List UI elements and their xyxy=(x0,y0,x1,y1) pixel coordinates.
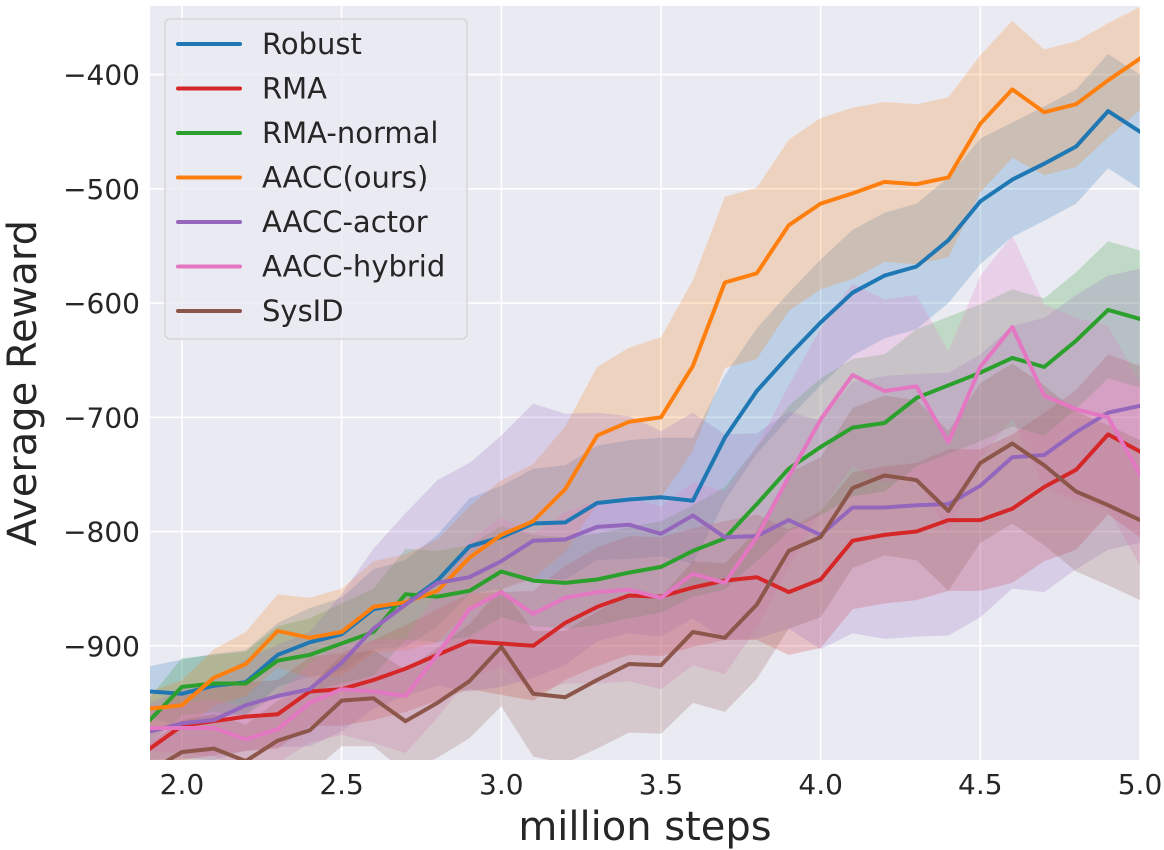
y-tick-label: −600 xyxy=(63,287,140,320)
legend-label: RMA xyxy=(262,72,327,106)
legend-label: Robust xyxy=(262,27,362,61)
y-tick-label: −700 xyxy=(63,401,140,434)
legend-label: SysID xyxy=(262,294,344,328)
line-rma xyxy=(150,432,1140,751)
line-aacc-ours xyxy=(150,56,1140,711)
series-lines xyxy=(150,56,1140,760)
legend-label: RMA-normal xyxy=(262,116,438,150)
band-rma-normal xyxy=(150,241,1140,743)
y-tick-label: −400 xyxy=(63,59,140,92)
line-aacc-hybrid xyxy=(150,325,1140,742)
band-aacc-ours xyxy=(150,7,1140,731)
band-aacc-hybrid xyxy=(150,235,1140,760)
y-tick-label: −900 xyxy=(63,630,140,663)
line-aacc-actor xyxy=(150,403,1140,734)
legend-label: AACC-hybrid xyxy=(262,250,445,284)
x-tick-label: 2.0 xyxy=(160,768,205,801)
y-tick-label: −500 xyxy=(63,173,140,206)
x-tick-label: 4.0 xyxy=(798,768,843,801)
band-rma xyxy=(150,354,1140,760)
y-tick-labels: −900 −800 −700 −600 −500 −400 xyxy=(63,59,140,663)
x-tick-label: 5.0 xyxy=(1118,768,1163,801)
band-sysid xyxy=(150,363,1140,760)
x-tick-labels: 2.0 2.5 3.0 3.5 4.0 4.5 5.0 xyxy=(160,768,1163,801)
y-axis-label: Average Reward xyxy=(0,220,46,546)
line-sysid xyxy=(164,441,1140,760)
x-tick-label: 4.5 xyxy=(958,768,1003,801)
legend-label: AACC-actor xyxy=(262,205,428,239)
legend: Robust RMA RMA-normal AACC(ours) AACC-actor A… xyxy=(164,18,468,340)
line-robust xyxy=(150,109,1140,696)
y-tick-label: −800 xyxy=(63,516,140,549)
legend-box xyxy=(164,18,468,340)
x-tick-label: 3.5 xyxy=(639,768,684,801)
x-tick-label: 3.0 xyxy=(479,768,524,801)
grid-lines xyxy=(150,6,1141,760)
legend-label: AACC(ours) xyxy=(262,161,428,195)
x-axis-label: million steps xyxy=(518,804,771,850)
x-tick-label: 2.5 xyxy=(319,768,364,801)
band-robust xyxy=(150,54,1140,728)
